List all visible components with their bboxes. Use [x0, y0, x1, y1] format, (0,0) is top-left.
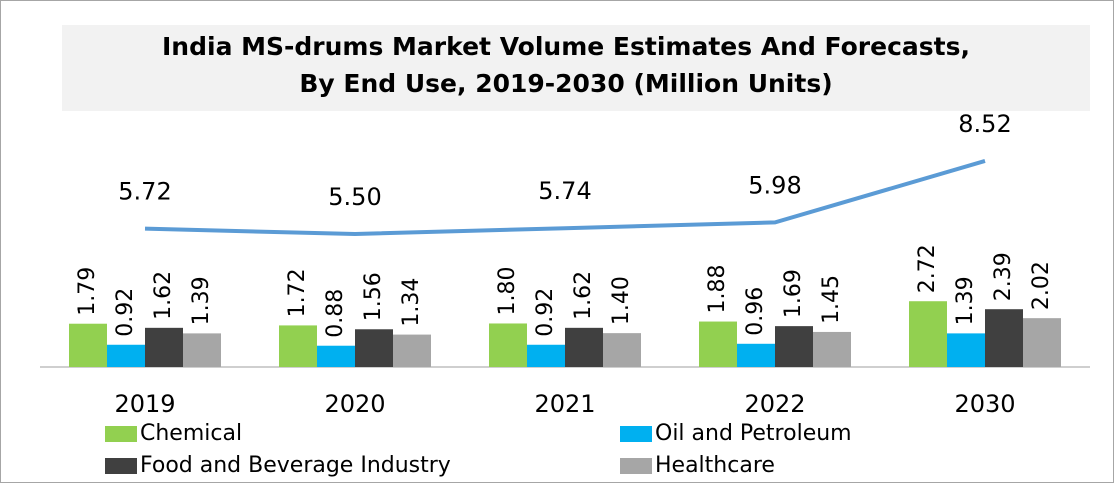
legend-label: Chemical — [140, 421, 242, 446]
legend-label: Food and Beverage Industry — [140, 453, 451, 478]
data-label: 1.34 — [399, 278, 424, 327]
line-label: 5.50 — [328, 183, 381, 211]
legend-label: Oil and Petroleum — [655, 421, 852, 446]
x-tick-label: 2020 — [324, 390, 385, 418]
data-label: 0.92 — [533, 288, 558, 337]
bar — [737, 343, 775, 367]
legend-swatch — [105, 458, 137, 474]
data-label: 2.72 — [915, 244, 940, 293]
bar — [603, 333, 641, 367]
x-tick-label: 2022 — [744, 390, 805, 418]
x-tick-label: 2030 — [954, 390, 1015, 418]
legend-swatch — [105, 426, 137, 442]
bar — [69, 323, 107, 367]
data-label: 1.62 — [571, 271, 596, 320]
bar — [527, 344, 565, 367]
data-label: 2.39 — [991, 252, 1016, 301]
bar — [909, 301, 947, 367]
legend-label: Healthcare — [655, 453, 775, 478]
bar — [813, 331, 851, 367]
bar — [565, 327, 603, 367]
x-tick-label: 2019 — [114, 390, 175, 418]
title-background — [62, 25, 1090, 111]
bar — [393, 334, 431, 367]
bar — [145, 327, 183, 367]
legend-swatch — [620, 458, 652, 474]
x-tick-label: 2021 — [534, 390, 595, 418]
data-label: 0.92 — [113, 288, 138, 337]
bar — [985, 309, 1023, 367]
bar — [183, 333, 221, 367]
chart-title: India MS-drums Market Volume Estimates A… — [162, 32, 970, 61]
bar — [699, 321, 737, 367]
data-label: 1.56 — [361, 272, 386, 321]
bar — [775, 326, 813, 367]
bar — [355, 329, 393, 367]
total-line — [144, 159, 986, 237]
data-label: 1.45 — [819, 275, 844, 324]
data-label: 1.69 — [781, 269, 806, 318]
bar — [947, 333, 985, 367]
data-label: 1.79 — [75, 267, 100, 316]
bar — [317, 345, 355, 367]
data-label: 1.72 — [285, 268, 310, 317]
data-label: 1.62 — [151, 271, 176, 320]
line-label: 8.52 — [958, 110, 1011, 138]
data-label: 0.88 — [323, 289, 348, 338]
line-label: 5.98 — [748, 171, 801, 199]
data-label: 2.02 — [1029, 261, 1054, 310]
bar — [107, 344, 145, 367]
data-label: 1.88 — [705, 265, 730, 314]
data-label: 1.80 — [495, 266, 520, 315]
bar — [489, 323, 527, 367]
chart-title: By End Use, 2019-2030 (Million Units) — [299, 69, 832, 98]
data-label: 1.40 — [609, 276, 634, 325]
line-label: 5.72 — [118, 178, 171, 206]
line-label: 5.74 — [538, 177, 591, 205]
data-label: 1.39 — [953, 276, 978, 325]
data-label: 1.39 — [189, 276, 214, 325]
bar — [279, 325, 317, 367]
bar — [1023, 318, 1061, 367]
data-label: 0.96 — [743, 287, 768, 336]
legend-swatch — [620, 426, 652, 442]
